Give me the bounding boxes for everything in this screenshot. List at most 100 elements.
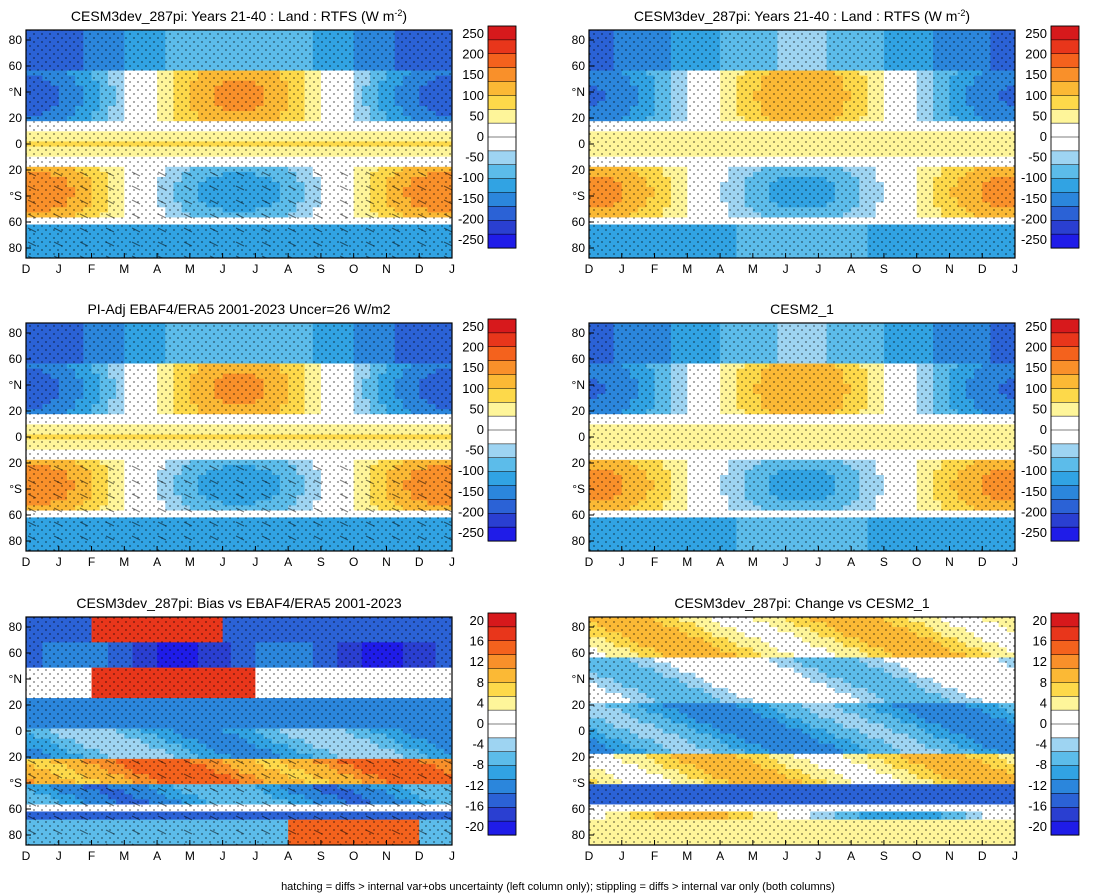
colorbar-tick-label: 0 [1040, 129, 1047, 144]
stipple-overlay [589, 323, 1015, 551]
colorbar-box [1050, 25, 1080, 41]
colorbar-tick-label: 50 [470, 108, 484, 123]
x-tick-label: J [1012, 849, 1018, 863]
colorbar: 20 16 12 8 4 0 -4 -8 -12 -16 -20 [1028, 612, 1080, 836]
x-tick-label: A [284, 555, 292, 569]
y-tick-label: 20 [9, 456, 23, 470]
colorbar-box [1050, 415, 1080, 431]
y-tick-label: 0 [578, 137, 585, 151]
colorbar-box [487, 696, 517, 711]
x-tick-label: F [88, 262, 95, 276]
x-tick-label: O [349, 555, 358, 569]
x-tick-label: D [978, 555, 987, 569]
colorbar-tick-label: -200 [1021, 211, 1047, 226]
x-tick-label: A [716, 849, 724, 863]
y-tick-label: 80 [9, 326, 23, 340]
colorbar-box [1050, 206, 1080, 221]
colorbar-tick-label: -200 [458, 211, 484, 226]
x-tick-label: J [783, 849, 789, 863]
x-tick-label: O [912, 555, 921, 569]
colorbar-box [487, 499, 517, 514]
x-tick-label: M [185, 262, 195, 276]
colorbar-box [1050, 332, 1080, 348]
y-tick-label: 0 [15, 137, 22, 151]
colorbar-box [1050, 109, 1080, 124]
x-tick-label: N [382, 262, 391, 276]
x-tick-label: M [748, 849, 758, 863]
colorbar-tick-label: 100 [462, 88, 484, 103]
colorbar-tick-label: 20 [1033, 613, 1047, 628]
y-tick-label: °N [9, 378, 22, 392]
colorbar-tick-label: -100 [458, 170, 484, 185]
x-tick-label: D [22, 555, 31, 569]
y-tick-label: 20 [9, 111, 23, 125]
colorbar-box [487, 388, 517, 403]
y-tick-label: 20 [9, 163, 23, 177]
colorbar-box [487, 807, 517, 822]
x-tick-label: M [185, 849, 195, 863]
y-tick-label: 80 [9, 828, 23, 842]
y-tick-label: °S [9, 776, 22, 790]
colorbar-tick-label: -8 [1035, 757, 1047, 772]
colorbar-box [1050, 709, 1080, 725]
stipple-overlay [589, 617, 1015, 845]
panel-title: CESM3dev_287pi: Years 21-40 : Land : RTF… [634, 8, 970, 24]
colorbar-tick-label: -8 [472, 757, 484, 772]
colorbar-box [1050, 612, 1080, 628]
colorbar-tick-label: 200 [462, 340, 484, 355]
colorbar-box [1050, 192, 1080, 207]
colorbar-box [487, 360, 517, 376]
x-tick-label: A [847, 262, 855, 276]
colorbar-tick-label: -50 [465, 150, 484, 165]
colorbar-box [1050, 723, 1080, 739]
colorbar-box [1050, 457, 1080, 473]
y-tick-label: 20 [572, 111, 586, 125]
y-tick-label: °S [9, 189, 22, 203]
colorbar-tick-label: 16 [470, 634, 484, 649]
x-tick-label: N [945, 262, 954, 276]
colorbar-box [1050, 233, 1080, 249]
y-tick-label: 20 [9, 750, 23, 764]
colorbar-box [1050, 807, 1080, 822]
colorbar-tick-label: -150 [1021, 484, 1047, 499]
colorbar: 250 200 150 100 50 0 -50 -100 -150 -200 -250 [1021, 318, 1080, 542]
x-tick-label: J [815, 849, 821, 863]
y-tick-label: 0 [578, 430, 585, 444]
colorbar-tick-label: -200 [1021, 504, 1047, 519]
colorbar-tick-label: 8 [477, 675, 484, 690]
colorbar-box [1050, 67, 1080, 83]
colorbar-box [1050, 388, 1080, 403]
colorbar-tick-label: -150 [1021, 191, 1047, 206]
colorbar-tick-label: -4 [472, 737, 484, 752]
x-tick-label: J [815, 555, 821, 569]
colorbar-box [487, 526, 517, 542]
y-tick-label: 20 [572, 750, 586, 764]
x-tick-label: F [651, 555, 658, 569]
x-tick-label: S [880, 555, 888, 569]
x-tick-label: J [56, 262, 62, 276]
colorbar-box [487, 346, 517, 362]
colorbar-tick-label: -150 [458, 484, 484, 499]
colorbar-box [1050, 429, 1080, 445]
colorbar-box [1050, 164, 1080, 180]
y-tick-label: °S [9, 482, 22, 496]
y-tick-label: 80 [9, 241, 23, 255]
panel-1: CESM3dev_287pi: Years 21-40 : Land : RTF… [9, 8, 517, 276]
colorbar-box [487, 793, 517, 808]
x-tick-label: M [682, 555, 692, 569]
x-tick-label: A [153, 849, 161, 863]
colorbar-box [1050, 402, 1080, 417]
y-tick-label: 0 [578, 724, 585, 738]
colorbar-tick-label: 100 [1025, 88, 1047, 103]
colorbar-box [1050, 751, 1080, 767]
x-tick-label: N [945, 555, 954, 569]
colorbar-box [1050, 654, 1080, 670]
x-tick-label: N [382, 555, 391, 569]
panel-title: CESM3dev_287pi: Years 21-40 : Land : RTF… [71, 8, 407, 24]
colorbar-tick-label: -50 [465, 443, 484, 458]
y-tick-label: 60 [9, 215, 23, 229]
colorbar-box [1050, 95, 1080, 110]
colorbar-box [1050, 136, 1080, 152]
x-tick-label: D [978, 262, 987, 276]
